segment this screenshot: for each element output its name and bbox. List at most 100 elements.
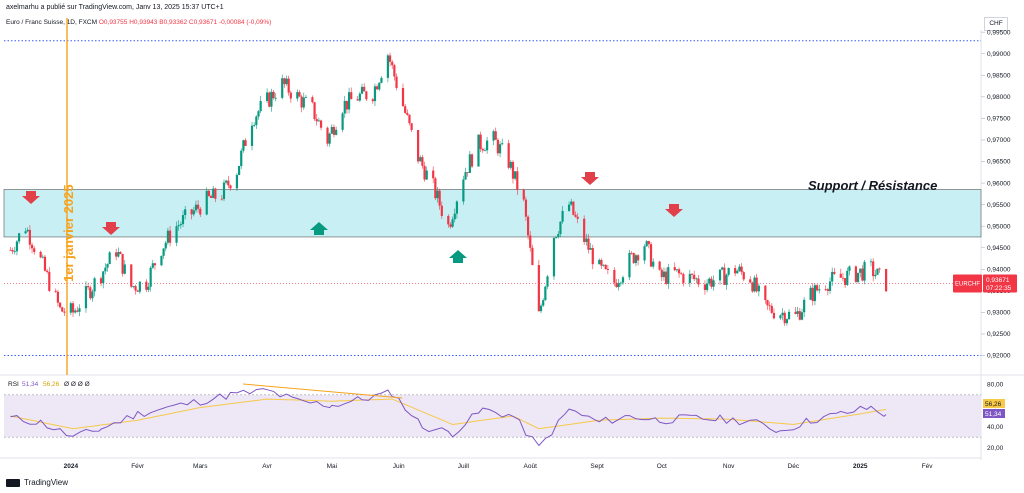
candlestick xyxy=(315,113,318,126)
price-axis-label: 0,92000 xyxy=(987,353,1011,360)
tradingview-logo-icon xyxy=(6,478,20,487)
candlestick xyxy=(800,308,804,321)
candlestick xyxy=(587,234,590,254)
candlestick xyxy=(524,196,528,221)
candlestick xyxy=(328,132,331,147)
candlestick xyxy=(874,269,877,280)
candlestick xyxy=(876,268,879,275)
candlestick xyxy=(621,275,625,285)
price-axis-label: 0,95000 xyxy=(987,223,1011,230)
arrow-down-icon xyxy=(665,204,683,217)
time-axis-label: Juill xyxy=(458,463,470,470)
candlestick xyxy=(848,265,851,276)
candlestick xyxy=(181,210,185,227)
candlestick xyxy=(194,200,198,213)
candlestick xyxy=(878,267,881,273)
candlestick xyxy=(33,246,36,255)
candlestick xyxy=(449,222,452,229)
candlestick xyxy=(742,270,745,282)
candlestick xyxy=(313,101,316,121)
candlestick xyxy=(695,277,698,284)
candlestick xyxy=(350,87,353,100)
candlestick xyxy=(11,247,14,255)
candlestick xyxy=(479,131,482,153)
candlestick xyxy=(289,90,292,103)
candlestick xyxy=(421,154,424,169)
candlestick xyxy=(798,308,801,321)
candlestick xyxy=(253,122,256,128)
candlestick xyxy=(330,124,333,135)
candlestick xyxy=(240,148,243,169)
candlestick xyxy=(846,267,849,286)
candlestick xyxy=(634,253,638,267)
candlestick xyxy=(718,269,722,285)
candlestick xyxy=(682,272,685,287)
candlestick xyxy=(115,248,118,261)
candlestick xyxy=(785,318,788,326)
candlestick xyxy=(237,165,241,176)
candlestick xyxy=(660,267,663,282)
candlestick xyxy=(164,240,167,252)
candlestick xyxy=(531,244,534,266)
candlestick xyxy=(779,314,782,321)
rsi-legend: RSI 51,34 56,26 Ø Ø Ø Ø xyxy=(8,381,90,388)
candlestick xyxy=(371,97,374,104)
arrow-down-icon xyxy=(22,191,40,204)
candlestick xyxy=(721,266,724,271)
candlestick xyxy=(360,83,364,95)
candlestick xyxy=(58,302,62,309)
candlestick xyxy=(542,298,545,307)
close-value: C0,93671 xyxy=(188,19,218,26)
candlestick xyxy=(615,278,618,288)
candlestick xyxy=(844,278,847,288)
arrow-down-icon xyxy=(102,222,120,235)
candlestick xyxy=(117,247,120,258)
candlestick xyxy=(69,301,72,315)
rsi-line xyxy=(10,388,887,447)
tradingview-footer: TradingView xyxy=(6,478,68,487)
candlestick xyxy=(151,259,154,270)
candlestick xyxy=(406,109,409,116)
candlestick xyxy=(772,308,776,320)
candlestick xyxy=(824,285,827,292)
candlestick xyxy=(734,264,737,277)
candlestick xyxy=(363,83,366,92)
candlestick xyxy=(356,95,359,101)
candlestick xyxy=(283,77,286,88)
price-axis: 0,920000,925000,930000,935000,940000,945… xyxy=(981,29,1011,360)
support-resistance-zone xyxy=(3,189,982,238)
rsi-band xyxy=(4,394,981,438)
candlestick xyxy=(652,258,655,269)
candlestick xyxy=(61,306,64,312)
low-value: B0,93362 xyxy=(159,19,188,26)
currency-button[interactable]: CHF xyxy=(984,17,1008,31)
candlestick xyxy=(673,262,676,272)
candlestick xyxy=(447,214,450,228)
candlestick xyxy=(179,221,182,229)
candlestick xyxy=(757,283,760,297)
candlestick xyxy=(486,136,489,154)
rsi-legend-value: 51,34 xyxy=(22,381,39,388)
symbol-legend: Euro / Franc Suisse, 1D, FXCM O0,93755 H… xyxy=(6,19,271,26)
price-tag-value: 0,93671 xyxy=(986,277,1010,284)
candlestick xyxy=(481,147,484,153)
candlestick xyxy=(598,258,601,265)
candlestick xyxy=(723,263,726,285)
candlestick xyxy=(570,198,573,206)
candlestick xyxy=(522,188,525,202)
candlestick xyxy=(511,160,515,184)
candlestick xyxy=(341,111,344,133)
candlestick xyxy=(468,150,471,173)
candlestick xyxy=(287,75,290,96)
candlestick xyxy=(257,109,260,120)
time-axis-label: Déc xyxy=(788,463,800,470)
publish-info: axelmarhu a publié sur TradingView.com, … xyxy=(6,4,224,11)
rsi-ma-tag-text: 56,26 xyxy=(985,401,1002,408)
candlestick xyxy=(828,277,832,294)
time-axis-label: Août xyxy=(524,463,538,470)
candlestick xyxy=(649,241,653,268)
candlestick xyxy=(783,310,786,327)
candlestick xyxy=(378,82,381,92)
